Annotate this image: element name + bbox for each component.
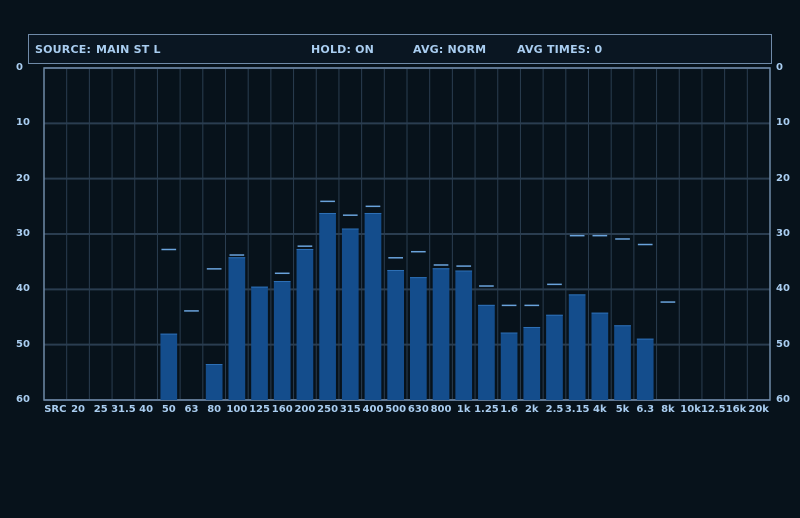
x-tick-label: 100 <box>226 404 248 415</box>
x-tick-label: 40 <box>139 404 154 415</box>
x-tick-label: 80 <box>207 404 222 415</box>
level-bar <box>478 304 495 400</box>
y-tick-label-right: 30 <box>776 228 790 239</box>
hold-status[interactable]: HOLD: ON <box>311 43 375 56</box>
avg-mode[interactable]: AVG: NORM <box>413 43 487 56</box>
x-tick-label: 6.3 <box>636 404 655 415</box>
x-tick-label: 50 <box>161 404 176 415</box>
level-bar <box>364 212 382 400</box>
y-tick-label-right: 10 <box>776 117 790 129</box>
x-tick-label: 16k <box>725 404 747 415</box>
x-tick-label: 125 <box>249 404 270 415</box>
y-tick-label-right: 50 <box>776 338 790 350</box>
x-tick-label: 63 <box>184 404 199 415</box>
x-tick-label: 500 <box>385 404 407 415</box>
x-tick-label: 25 <box>93 404 108 415</box>
y-tick-label-left: 50 <box>16 338 30 350</box>
level-bar <box>387 269 404 400</box>
y-tick-label-right: 0 <box>776 62 783 73</box>
x-tick-label: 12.5 <box>700 404 726 415</box>
level-bar <box>319 212 336 400</box>
level-bar <box>500 332 518 400</box>
level-bar <box>614 325 631 400</box>
level-bar <box>341 228 359 400</box>
plot-frame <box>43 67 771 401</box>
y-tick-label-right: 60 <box>776 394 790 405</box>
x-tick-label: 20k <box>748 404 769 415</box>
level-bar <box>296 248 314 400</box>
level-bar <box>636 338 654 400</box>
y-tick-label-left: 0 <box>16 62 23 73</box>
x-tick-label: SRC <box>44 404 67 415</box>
x-tick-label: 630 <box>407 404 429 415</box>
x-tick-label: 3.15 <box>564 404 590 415</box>
x-tick-label: 31.5 <box>111 404 136 415</box>
level-bar <box>205 364 223 400</box>
level-bar <box>410 277 427 400</box>
status-bar: SOURCE: MAIN ST L HOLD: ON AVG: NORM AVG… <box>28 34 772 64</box>
x-tick-label: 160 <box>271 404 293 415</box>
level-bar <box>568 294 586 400</box>
level-bar <box>251 286 268 400</box>
level-bar <box>523 326 541 400</box>
level-bar <box>273 281 291 400</box>
level-bar <box>228 257 246 400</box>
avg-times[interactable]: AVG TIMES: 0 <box>517 43 603 56</box>
x-tick-label: 400 <box>362 404 384 415</box>
y-tick-label-right: 20 <box>776 172 790 184</box>
level-bar <box>546 314 563 400</box>
source-value[interactable]: MAIN ST L <box>96 43 161 56</box>
x-tick-label: 10k <box>680 404 701 415</box>
source-label: SOURCE: <box>35 43 92 56</box>
x-tick-label: 4k <box>593 404 607 415</box>
x-tick-label: 5k <box>615 404 630 415</box>
x-tick-label: 250 <box>317 404 339 415</box>
x-tick-label: 315 <box>339 404 361 415</box>
x-tick-label: 20 <box>71 404 85 415</box>
x-tick-label: 1k <box>456 404 471 415</box>
x-tick-label: 2k <box>524 404 539 415</box>
level-bar <box>160 333 178 400</box>
level-bar <box>591 312 609 400</box>
level-bar <box>455 270 473 400</box>
y-tick-label-right: 40 <box>776 283 790 295</box>
y-tick-label-left: 60 <box>16 394 30 405</box>
y-tick-label-left: 30 <box>16 228 30 239</box>
x-tick-label: 1.6 <box>500 404 518 415</box>
x-tick-label: 200 <box>294 404 316 415</box>
x-tick-label: 1.25 <box>474 404 499 415</box>
y-tick-label-left: 10 <box>16 117 30 129</box>
level-bar <box>432 268 450 400</box>
y-tick-label-left: 20 <box>16 172 30 184</box>
x-tick-label: 8k <box>661 404 675 415</box>
x-tick-label: 800 <box>430 404 452 415</box>
y-tick-label-left: 40 <box>16 283 30 295</box>
x-tick-label: 2.5 <box>545 404 564 415</box>
